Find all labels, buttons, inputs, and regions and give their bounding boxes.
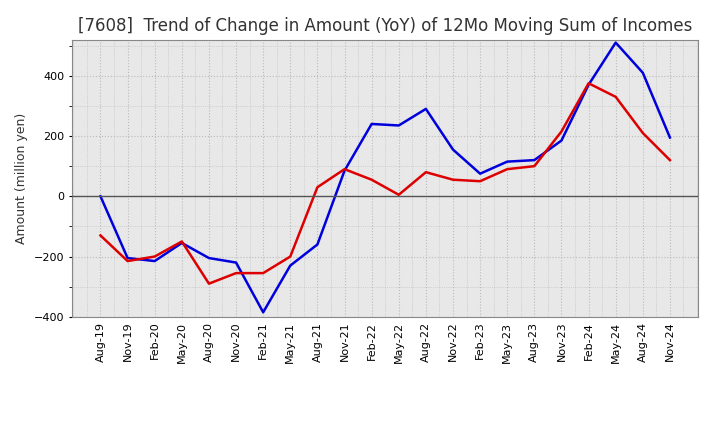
Net Income [313, 185, 322, 190]
Net Income [557, 129, 566, 134]
Ordinary Income [665, 135, 674, 140]
Net Income [584, 81, 593, 86]
Ordinary Income [96, 194, 105, 199]
Net Income [449, 177, 457, 182]
Ordinary Income [639, 70, 647, 75]
Ordinary Income [476, 171, 485, 176]
Net Income [476, 179, 485, 184]
Net Income [259, 271, 268, 276]
Ordinary Income [259, 310, 268, 315]
Ordinary Income [150, 258, 159, 264]
Net Income [341, 166, 349, 172]
Ordinary Income [611, 40, 620, 45]
Net Income [395, 192, 403, 198]
Net Income [96, 233, 105, 238]
Net Income [123, 258, 132, 264]
Net Income [232, 271, 240, 276]
Net Income [367, 177, 376, 182]
Ordinary Income [421, 106, 430, 111]
Ordinary Income [286, 263, 294, 268]
Ordinary Income [449, 147, 457, 152]
Line: Ordinary Income: Ordinary Income [101, 43, 670, 312]
Ordinary Income [395, 123, 403, 128]
Net Income [611, 94, 620, 99]
Ordinary Income [123, 255, 132, 260]
Ordinary Income [557, 138, 566, 143]
Net Income [421, 169, 430, 175]
Net Income [286, 254, 294, 259]
Ordinary Income [503, 159, 511, 164]
Ordinary Income [341, 168, 349, 173]
Ordinary Income [530, 158, 539, 163]
Net Income [530, 164, 539, 169]
Title: [7608]  Trend of Change in Amount (YoY) of 12Mo Moving Sum of Incomes: [7608] Trend of Change in Amount (YoY) o… [78, 17, 693, 35]
Net Income [639, 130, 647, 136]
Net Income [503, 166, 511, 172]
Net Income [178, 239, 186, 244]
Ordinary Income [584, 82, 593, 88]
Line: Net Income: Net Income [101, 83, 670, 284]
Net Income [204, 281, 213, 286]
Ordinary Income [204, 255, 213, 260]
Ordinary Income [367, 121, 376, 127]
Net Income [150, 254, 159, 259]
Ordinary Income [232, 260, 240, 265]
Ordinary Income [313, 242, 322, 247]
Ordinary Income [178, 240, 186, 246]
Net Income [665, 158, 674, 163]
Y-axis label: Amount (million yen): Amount (million yen) [15, 113, 28, 244]
